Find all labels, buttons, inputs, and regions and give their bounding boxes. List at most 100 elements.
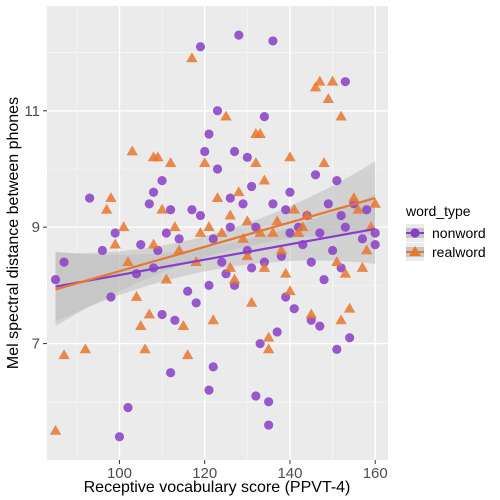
realword-point: [258, 261, 271, 272]
nonword-point: [144, 199, 154, 209]
nonword-point: [157, 176, 167, 186]
nonword-point: [114, 432, 125, 442]
realword-point: [250, 157, 262, 168]
realword-point: [326, 75, 339, 86]
nonword-point: [306, 257, 316, 267]
realword-point: [343, 302, 356, 313]
nonword-point: [247, 181, 257, 192]
realword-point: [335, 110, 347, 121]
nonword-point: [148, 187, 159, 197]
realword-point: [109, 238, 121, 249]
realword-point: [284, 151, 296, 162]
realword-point: [241, 250, 254, 261]
x-tick-label: 120: [192, 465, 217, 482]
realword-point: [156, 203, 168, 214]
nonword-point: [110, 228, 120, 238]
nonword-point: [319, 274, 329, 285]
realword-point: [288, 203, 300, 214]
realword-point: [262, 331, 275, 342]
realword-point: [254, 128, 266, 138]
nonword-point: [195, 42, 206, 52]
nonword-point: [281, 205, 291, 215]
realword-point: [224, 209, 236, 220]
nonword-point: [238, 199, 248, 209]
nonword-point: [251, 222, 261, 232]
fit-line-nonword: [55, 227, 376, 288]
realword-point: [118, 221, 130, 232]
realword-point: [164, 157, 177, 168]
nonword-point: [315, 321, 325, 331]
realword-point: [280, 267, 292, 278]
legend-key-circle: [410, 228, 420, 238]
realword-point: [305, 308, 317, 319]
nonword-point: [225, 193, 235, 203]
legend-label-realword: realword: [432, 244, 486, 260]
nonword-point: [323, 199, 333, 209]
data-points: [49, 30, 381, 442]
realword-point: [275, 244, 288, 255]
nonword-point: [195, 210, 206, 221]
nonword-point: [217, 257, 227, 267]
nonword-point: [362, 205, 372, 215]
nonword-point: [332, 344, 342, 355]
realword-point: [173, 244, 185, 255]
nonword-point: [50, 274, 61, 285]
realword-point: [237, 232, 249, 243]
nonword-point: [370, 240, 380, 250]
realword-point: [224, 261, 236, 272]
nonword-point: [212, 164, 223, 174]
legend: word_type nonword realword: [405, 203, 486, 261]
nonword-point: [59, 257, 69, 267]
nonword-point: [85, 193, 95, 203]
nonword-point: [268, 199, 278, 209]
realword-point: [147, 238, 160, 249]
realword-point: [49, 424, 62, 435]
nonword-point: [315, 228, 325, 238]
realword-point: [199, 157, 211, 168]
realword-point: [241, 215, 254, 226]
regression-lines: [55, 197, 376, 291]
realword-point: [126, 145, 138, 156]
realword-point: [220, 110, 232, 121]
nonword-point: [157, 309, 167, 320]
nonword-point: [345, 333, 355, 343]
nonword-point: [285, 228, 295, 238]
nonword-point: [191, 298, 201, 308]
x-tick-label: 160: [363, 465, 388, 482]
nonword-point: [204, 280, 214, 290]
nonword-point: [332, 176, 342, 186]
nonword-point: [264, 420, 274, 430]
realword-point: [216, 227, 228, 237]
realword-point: [322, 93, 335, 104]
nonword-point: [123, 403, 133, 413]
realword-point: [369, 197, 381, 208]
nonword-point: [187, 205, 197, 215]
nonword-point: [268, 36, 278, 46]
realword-point: [203, 221, 215, 232]
nonword-point: [174, 234, 184, 244]
realword-point: [262, 343, 275, 354]
nonword-point: [272, 327, 282, 337]
realword-point: [348, 192, 360, 202]
realword-point: [122, 256, 134, 267]
nonword-point: [166, 205, 176, 215]
realword-point: [139, 343, 151, 354]
nonword-point: [170, 315, 180, 325]
nonword-point: [340, 77, 350, 87]
realword-point: [58, 349, 70, 360]
realword-point: [100, 203, 113, 214]
x-tick-label: 140: [277, 465, 302, 482]
legend-title: word_type: [405, 203, 471, 219]
realword-point: [207, 314, 219, 325]
realword-point: [309, 81, 322, 92]
nonword-point: [251, 391, 261, 401]
nonword-point: [204, 129, 214, 139]
y-tick-label: 7: [32, 336, 40, 353]
nonword-point: [208, 234, 218, 244]
realword-point: [194, 227, 207, 237]
legend-label-nonword: nonword: [432, 225, 486, 241]
realword-point: [284, 285, 296, 296]
realword-point: [181, 349, 194, 360]
realword-point: [177, 320, 190, 331]
